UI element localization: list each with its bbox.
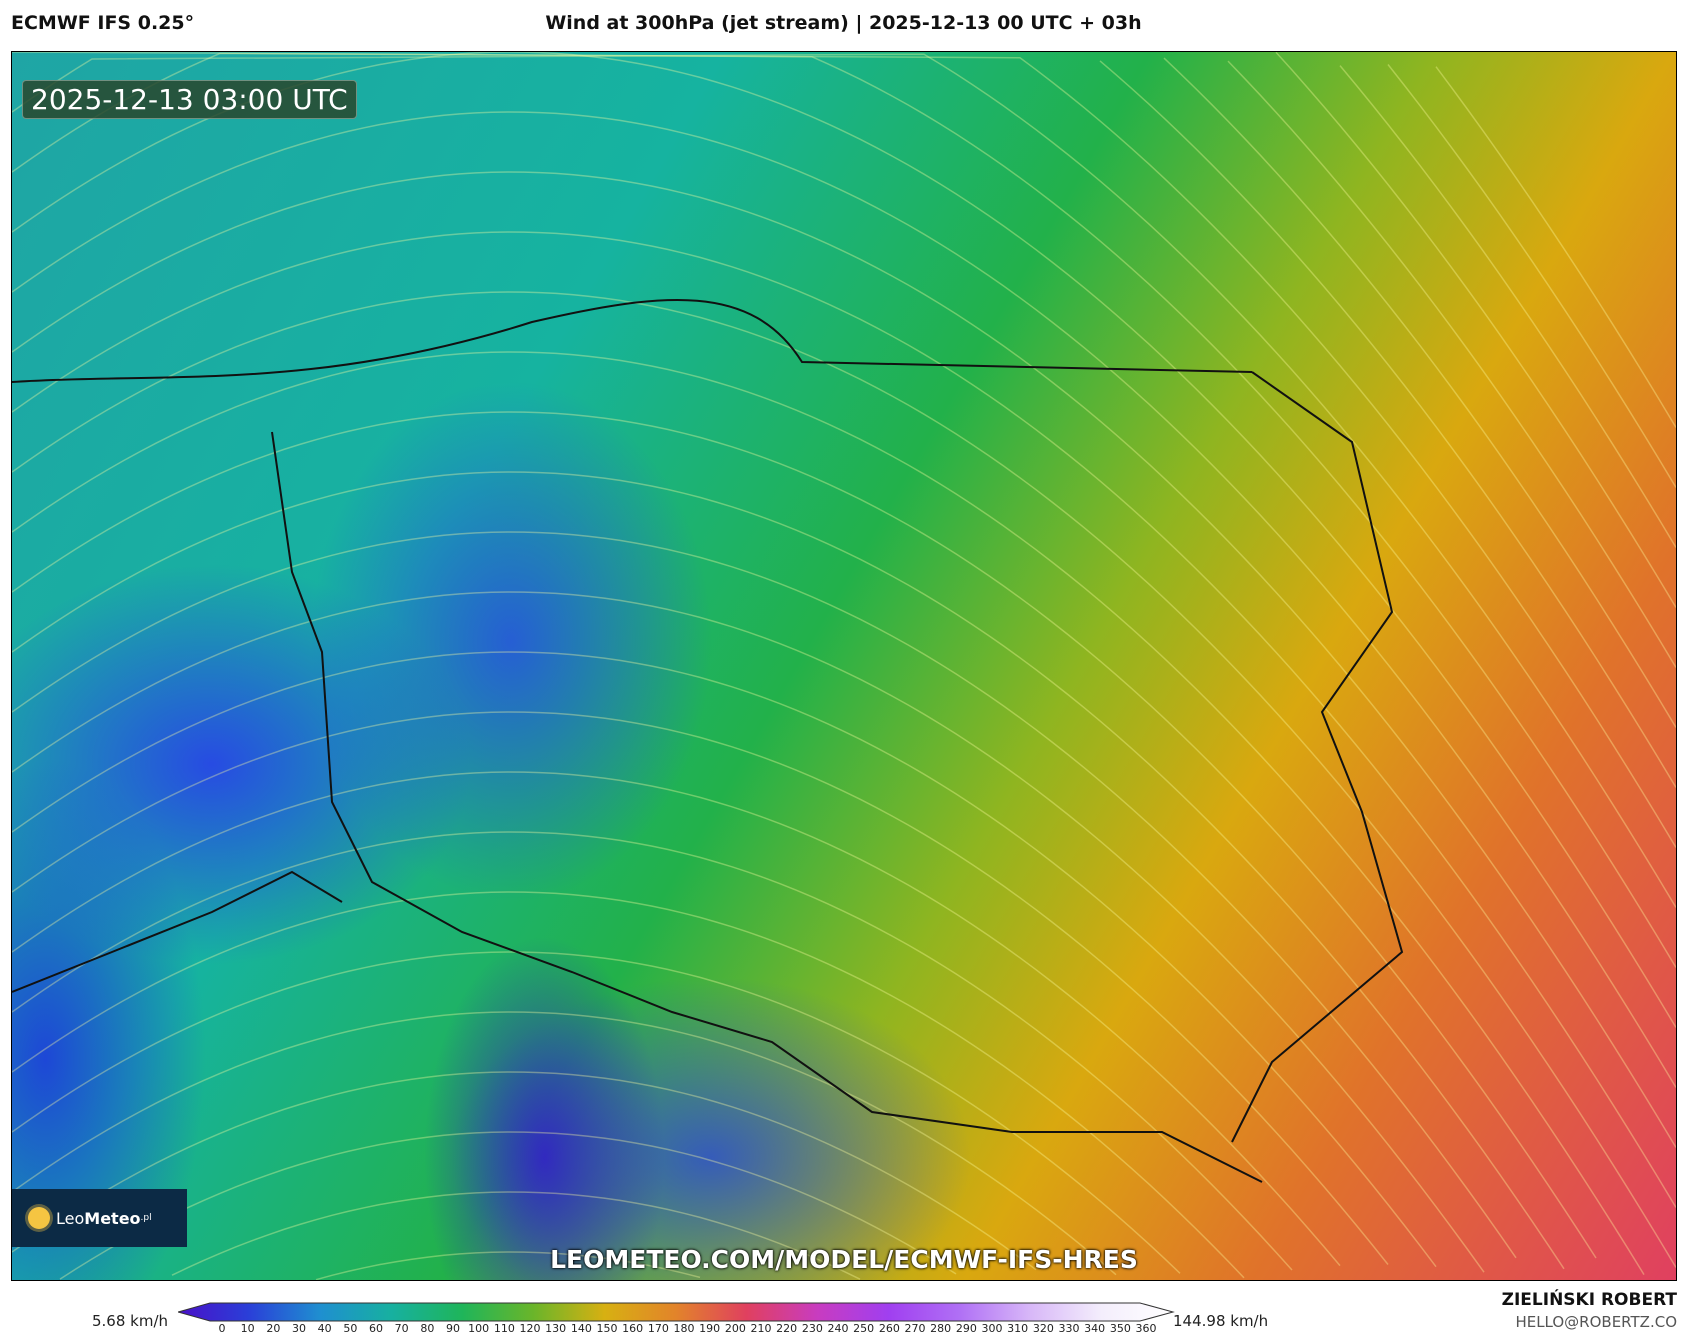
valid-time-label: 2025-12-13 03:00 UTC [22,80,357,119]
streamline [315,1251,701,1280]
colorbar-tick-label: 80 [420,1322,435,1335]
colorbar-tick-label: 260 [878,1322,900,1335]
author-email: HELLO@ROBERTZ.CO [1515,1313,1677,1331]
colorbar-tick-label: 90 [446,1322,460,1335]
streamline [12,52,1676,968]
colorbar-tick-label: 70 [394,1322,409,1335]
streamline [12,171,1676,1148]
colorbar-tick-label: 350 [1109,1322,1131,1335]
logo-text-bold: Meteo [84,1208,141,1228]
streamline [1163,57,1676,728]
streamline [12,1011,1117,1276]
colorbar-tick-label: 160 [622,1322,644,1335]
colorbar-tick-label: 20 [266,1322,281,1335]
streamlines [12,52,1676,1280]
streamline [12,52,1676,1028]
streamline [1435,66,1676,428]
streamline [1387,64,1676,488]
colorbar-tick-label: 40 [317,1322,332,1335]
colorbar-tick-label: 170 [647,1322,669,1335]
streamline [12,291,1676,1268]
colorbar-tick-label: 270 [904,1322,926,1335]
streamline [12,53,1676,908]
country-border [12,298,1253,383]
colorbar-tick-label: 110 [493,1322,515,1335]
leometeo-logo: Leo Meteo .pl [12,1189,187,1247]
streamline [12,951,1181,1274]
streamline [12,52,1676,848]
streamline [12,891,1245,1279]
streamline [12,111,1676,1088]
streamline [1275,52,1676,608]
colorbar-tick-label: 330 [1058,1322,1080,1335]
colorbar-tick-label: 210 [750,1322,772,1335]
colorbar-tick-label: 130 [545,1322,567,1335]
colorbar-ticks: 0 10 20 30 40 50 60 70 80 90 100 110 120 130 140 150 160… [210,1322,1157,1338]
wind-map: 2025-12-13 03:00 UTC Leo Meteo .pl LEOMETE… [11,51,1677,1281]
colorbar-tick-label: 340 [1084,1322,1106,1335]
colorbar-tick-label: 120 [519,1322,541,1335]
streamline [59,1131,957,1280]
model-label: ECMWF IFS 0.25° [11,12,195,34]
streamline [12,231,1676,1208]
colorbar-tick-label: 320 [1032,1322,1054,1335]
colorbar-tick-label: 30 [292,1322,306,1335]
colorbar-tick-label: 140 [570,1322,592,1335]
streamline [12,711,1389,1265]
streamline [12,831,1293,1271]
colorbar-min-label: 5.68 km/h [92,1312,169,1330]
colorbar-tick-label: 150 [596,1322,618,1335]
colorbar-tick-label: 200 [724,1322,746,1335]
colorbar-tick-label: 240 [827,1322,849,1335]
streamline [1227,60,1676,668]
streamline [12,591,1485,1273]
colorbar-tick-label: 250 [853,1322,875,1335]
colorbar [178,1302,1175,1322]
sun-icon [28,1207,50,1229]
country-border [1231,371,1404,1143]
country-border [12,870,343,993]
colorbar-tick-label: 100 [468,1322,490,1335]
streamline [1099,60,1676,788]
streamline [1339,65,1676,548]
colorbar-tick-label: 190 [699,1322,721,1335]
streamline [12,411,1597,1259]
colorbar-tick-label: 220 [776,1322,798,1335]
colorbar-tick-label: 310 [1007,1322,1029,1335]
colorbar-tick-label: 300 [981,1322,1003,1335]
logo-suffix: .pl [140,1213,152,1223]
streamline [12,771,1341,1267]
colorbar-tick-label: 180 [673,1322,695,1335]
streamline [12,531,1517,1259]
colorbar-ramp [178,1302,1175,1322]
colorbar-max-label: 144.98 km/h [1173,1312,1269,1330]
colorbar-tick-label: 0 [218,1322,226,1335]
colorbar-tick-label: 50 [343,1322,358,1335]
streamline [171,1191,861,1280]
colorbar-tick-label: 10 [240,1322,255,1335]
colorbar-tick-label: 60 [369,1322,383,1335]
streamline [12,1071,1037,1271]
colorbar-tick-label: 280 [930,1322,952,1335]
logo-text-light: Leo [56,1208,85,1228]
streamline [12,651,1437,1268]
source-url: LEOMETEO.COM/MODEL/ECMWF-IFS-HRES [550,1245,1138,1274]
country-border [271,431,1263,1183]
colorbar-tick-label: 290 [955,1322,977,1335]
streamline [12,471,1565,1270]
colorbar-tick-label: 230 [801,1322,823,1335]
colorbar-tick-label: 360 [1135,1322,1157,1335]
map-title: Wind at 300hPa (jet stream) | 2025-12-13… [545,12,1142,34]
author-name: ZIELIŃSKI ROBERT [1501,1290,1677,1310]
streamline [12,351,1645,1275]
